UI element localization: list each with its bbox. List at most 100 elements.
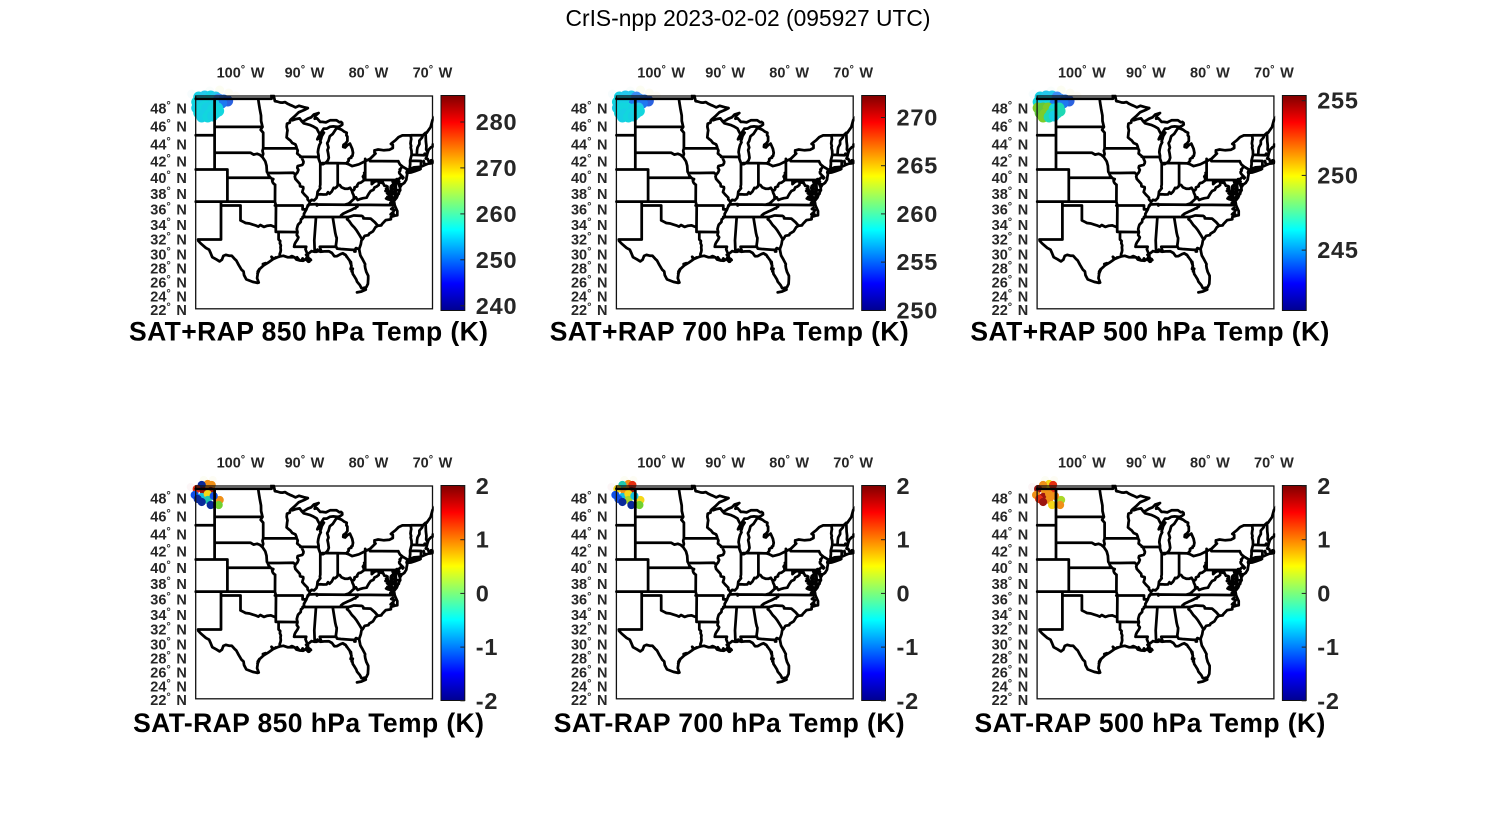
svg-text:34° N: 34° N [571, 606, 608, 624]
svg-text:38° N: 38° N [992, 575, 1029, 593]
svg-text:24° N: 24° N [150, 288, 187, 306]
svg-text:46° N: 46° N [571, 508, 608, 525]
svg-text:90° W: 90° W [705, 64, 745, 82]
svg-text:36° N: 36° N [571, 201, 608, 219]
svg-text:36° N: 36° N [992, 201, 1029, 219]
svg-text:48° N: 48° N [571, 100, 608, 118]
svg-text:255: 255 [1317, 88, 1359, 114]
svg-text:26° N: 26° N [992, 274, 1029, 292]
svg-text:90° W: 90° W [1126, 454, 1166, 472]
svg-text:90° W: 90° W [285, 64, 325, 82]
svg-text:38° N: 38° N [992, 185, 1029, 203]
svg-text:22° N: 22° N [150, 301, 187, 319]
svg-text:28° N: 28° N [571, 650, 608, 668]
svg-text:70° W: 70° W [413, 454, 453, 472]
svg-text:42° N: 42° N [150, 153, 187, 171]
svg-text:48° N: 48° N [992, 490, 1029, 508]
svg-text:-2: -2 [476, 688, 499, 714]
svg-text:46° N: 46° N [992, 118, 1029, 136]
svg-text:2: 2 [476, 473, 490, 499]
svg-text:250: 250 [1317, 162, 1359, 188]
svg-text:34° N: 34° N [571, 216, 608, 234]
svg-text:26° N: 26° N [571, 274, 608, 292]
svg-text:28° N: 28° N [571, 260, 608, 278]
svg-text:90° W: 90° W [705, 454, 745, 472]
svg-text:46° N: 46° N [571, 118, 608, 136]
svg-text:280: 280 [476, 109, 518, 135]
svg-text:2: 2 [1317, 473, 1331, 499]
svg-text:48° N: 48° N [150, 100, 187, 118]
svg-text:38° N: 38° N [150, 185, 187, 203]
svg-text:42° N: 42° N [150, 543, 187, 561]
svg-text:22° N: 22° N [571, 691, 608, 709]
svg-text:70° W: 70° W [1254, 454, 1294, 472]
svg-text:90° W: 90° W [285, 454, 325, 472]
svg-text:44° N: 44° N [150, 526, 187, 544]
svg-text:46° N: 46° N [150, 118, 187, 136]
svg-text:24° N: 24° N [150, 678, 187, 696]
svg-text:36° N: 36° N [150, 201, 187, 219]
svg-text:1: 1 [476, 527, 490, 553]
svg-text:48° N: 48° N [150, 490, 187, 508]
svg-text:26° N: 26° N [150, 664, 187, 682]
svg-text:42° N: 42° N [571, 153, 608, 171]
svg-text:42° N: 42° N [992, 153, 1029, 171]
svg-text:34° N: 34° N [150, 216, 187, 234]
svg-text:SAT+RAP 700 hPa Temp (K): SAT+RAP 700 hPa Temp (K) [550, 317, 909, 347]
svg-text:24° N: 24° N [571, 288, 608, 306]
svg-text:22° N: 22° N [150, 691, 187, 709]
svg-text:34° N: 34° N [992, 606, 1029, 624]
svg-text:40° N: 40° N [571, 559, 608, 577]
svg-text:32° N: 32° N [992, 231, 1029, 249]
svg-text:260: 260 [476, 201, 518, 227]
svg-text:1: 1 [897, 527, 911, 553]
svg-text:36° N: 36° N [150, 591, 187, 609]
svg-text:SAT-RAP 700 hPa Temp (K): SAT-RAP 700 hPa Temp (K) [554, 708, 905, 738]
svg-text:28° N: 28° N [992, 260, 1029, 278]
svg-text:70° W: 70° W [833, 64, 873, 82]
svg-text:28° N: 28° N [150, 260, 187, 278]
svg-text:38° N: 38° N [571, 185, 608, 203]
svg-text:250: 250 [476, 247, 518, 273]
svg-text:80° W: 80° W [349, 64, 389, 82]
svg-text:90° W: 90° W [1126, 64, 1166, 82]
svg-text:100° W: 100° W [637, 454, 685, 472]
svg-text:-2: -2 [897, 688, 920, 714]
svg-text:240: 240 [476, 293, 518, 319]
svg-text:22° N: 22° N [992, 301, 1029, 319]
svg-text:40° N: 40° N [992, 169, 1029, 187]
svg-text:SAT-RAP 850 hPa Temp (K): SAT-RAP 850 hPa Temp (K) [133, 708, 484, 738]
svg-text:0: 0 [476, 580, 490, 606]
svg-text:38° N: 38° N [571, 575, 608, 593]
svg-text:100° W: 100° W [1058, 64, 1106, 82]
svg-text:0: 0 [897, 580, 911, 606]
svg-text:44° N: 44° N [992, 526, 1029, 544]
svg-text:22° N: 22° N [571, 301, 608, 319]
svg-text:32° N: 32° N [150, 231, 187, 249]
svg-text:32° N: 32° N [571, 621, 608, 639]
svg-text:40° N: 40° N [992, 559, 1029, 577]
svg-text:70° W: 70° W [1254, 64, 1294, 82]
svg-text:44° N: 44° N [571, 136, 608, 154]
svg-text:80° W: 80° W [769, 64, 809, 82]
svg-text:32° N: 32° N [571, 231, 608, 249]
svg-text:26° N: 26° N [992, 664, 1029, 682]
svg-text:40° N: 40° N [150, 559, 187, 577]
svg-text:80° W: 80° W [769, 454, 809, 472]
svg-text:SAT-RAP 500 hPa Temp (K): SAT-RAP 500 hPa Temp (K) [974, 708, 1325, 738]
svg-text:255: 255 [897, 249, 939, 275]
svg-text:40° N: 40° N [571, 169, 608, 187]
svg-text:250: 250 [897, 297, 939, 323]
svg-text:100° W: 100° W [637, 64, 685, 82]
svg-text:28° N: 28° N [992, 650, 1029, 668]
svg-text:42° N: 42° N [571, 543, 608, 561]
svg-text:-1: -1 [476, 634, 499, 660]
svg-text:44° N: 44° N [150, 136, 187, 154]
svg-text:36° N: 36° N [571, 591, 608, 609]
svg-text:270: 270 [476, 155, 518, 181]
svg-text:100° W: 100° W [1058, 454, 1106, 472]
svg-text:-1: -1 [897, 634, 920, 660]
svg-text:270: 270 [897, 105, 939, 131]
svg-text:38° N: 38° N [150, 575, 187, 593]
svg-text:24° N: 24° N [992, 678, 1029, 696]
